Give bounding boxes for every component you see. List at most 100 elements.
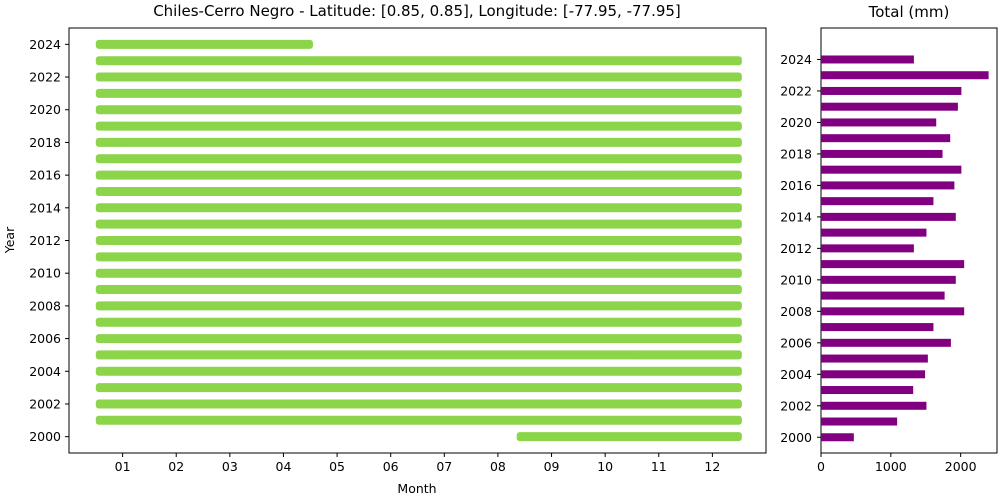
total-bar-2001 xyxy=(821,417,898,426)
timeline-x-tick-label: 03 xyxy=(222,459,238,474)
timeline-y-tick-label: 2022 xyxy=(29,70,61,85)
totals-bars xyxy=(821,55,989,442)
timeline-bar-2003 xyxy=(95,383,742,393)
total-bar-2008 xyxy=(821,307,965,316)
total-bar-2024 xyxy=(821,55,914,64)
totals-y-tick-label: 2016 xyxy=(780,178,812,193)
totals-y-tick-label: 2010 xyxy=(780,272,812,287)
timeline-bar-2022 xyxy=(95,72,742,82)
totals-x-tick-label: 2000 xyxy=(945,459,977,474)
timeline-x-tick-label: 12 xyxy=(704,459,720,474)
total-bar-2023 xyxy=(821,71,989,80)
timeline-bar-2012 xyxy=(95,236,742,245)
timeline-bar-2016 xyxy=(95,170,742,180)
timeline-y-tick-label: 2002 xyxy=(29,396,61,411)
totals-panel: 0 1000 2000 200020022004200620082010201220… xyxy=(780,3,998,474)
timeline-x-tick-label: 05 xyxy=(329,459,345,474)
total-bar-2004 xyxy=(821,370,926,379)
timeline-y-tick-label: 2004 xyxy=(29,364,61,379)
timeline-bar-2023 xyxy=(95,56,742,66)
timeline-y-tick-label: 2006 xyxy=(29,331,61,346)
totals-y-tick-label: 2024 xyxy=(780,52,812,67)
timeline-bar-2007 xyxy=(95,317,742,327)
timeline-bar-2013 xyxy=(95,219,742,229)
total-bar-2002 xyxy=(821,401,927,410)
timeline-x-tick-label: 02 xyxy=(168,459,184,474)
total-bar-2018 xyxy=(821,149,943,158)
timeline-bars xyxy=(95,39,742,442)
total-bar-2021 xyxy=(821,102,958,111)
totals-x-tick-label: 1000 xyxy=(875,459,907,474)
timeline-x-axis-label: Month xyxy=(397,481,436,496)
timeline-bar-2017 xyxy=(95,154,742,164)
total-bar-2000 xyxy=(821,433,854,442)
timeline-x-tick-label: 01 xyxy=(115,459,131,474)
timeline-bar-2001 xyxy=(95,415,742,425)
timeline-bar-2018 xyxy=(95,137,742,147)
timeline-y-tick-label: 2020 xyxy=(29,102,61,117)
timeline-bar-2020 xyxy=(95,105,742,115)
timeline-y-tick-label: 2008 xyxy=(29,298,61,313)
total-bar-2022 xyxy=(821,86,962,95)
timeline-bar-2019 xyxy=(95,121,742,131)
timeline-panel: 01 02 03 04 05 06 07 08 09 10 11 12 2000 2002 2004 200… xyxy=(2,2,767,496)
timeline-y-tick-label: 2014 xyxy=(29,200,61,215)
total-bar-2014 xyxy=(821,212,956,221)
totals-y-tick-label: 2012 xyxy=(780,241,812,256)
timeline-x-tick-label: 09 xyxy=(544,459,560,474)
timeline-y-tick-label: 2018 xyxy=(29,135,61,150)
total-bar-2003 xyxy=(821,386,914,395)
totals-y-tick-label: 2018 xyxy=(780,146,812,161)
total-bar-2006 xyxy=(821,338,951,347)
totals-y-tick-label: 2002 xyxy=(780,398,812,413)
timeline-bar-2008 xyxy=(95,301,742,311)
timeline-y-tick-label: 2012 xyxy=(29,233,61,248)
totals-title: Total (mm) xyxy=(868,3,950,21)
timeline-x-tick-label: 10 xyxy=(597,459,613,474)
total-bar-2005 xyxy=(821,354,928,363)
timeline-y-tick-label: 2000 xyxy=(29,429,61,444)
timeline-x-tick-label: 06 xyxy=(383,459,399,474)
timeline-bar-2021 xyxy=(95,88,742,98)
total-bar-2012 xyxy=(821,244,914,253)
totals-y-tick-label: 2014 xyxy=(780,209,812,224)
total-bar-2010 xyxy=(821,275,956,284)
timeline-x-tick-label: 08 xyxy=(490,459,506,474)
timeline-bar-2009 xyxy=(95,285,742,295)
timeline-bar-2015 xyxy=(95,186,742,196)
totals-plot-area xyxy=(820,27,998,454)
total-bar-2011 xyxy=(821,260,965,269)
timeline-x-tick-label: 04 xyxy=(276,459,292,474)
timeline-title: Chiles-Cerro Negro - Latitude: [0.85, 0.… xyxy=(153,2,681,20)
timeline-x-ticks: 01 02 03 04 05 06 07 08 09 10 11 12 xyxy=(115,453,720,474)
timeline-bar-2024 xyxy=(95,39,313,49)
total-bar-2007 xyxy=(821,323,934,332)
totals-y-tick-label: 2000 xyxy=(780,430,812,445)
totals-y-tick-label: 2020 xyxy=(780,115,812,130)
timeline-y-tick-label: 2016 xyxy=(29,168,61,183)
timeline-x-tick-label: 07 xyxy=(436,459,452,474)
timeline-bar-2004 xyxy=(95,366,742,376)
total-bar-2009 xyxy=(821,291,945,300)
totals-x-tick-label: 0 xyxy=(817,459,825,474)
timeline-bar-2014 xyxy=(95,203,742,213)
timeline-y-axis-label: Year xyxy=(2,226,17,254)
timeline-bar-2000 xyxy=(516,432,742,442)
total-bar-2016 xyxy=(821,181,955,190)
totals-y-tick-label: 2022 xyxy=(780,83,812,98)
timeline-y-ticks: 2000 2002 2004 2006 2008 2010 2012 2014 2016 2018… xyxy=(29,37,69,444)
totals-y-ticks: 2000 2002 2004 2006 2008 2010 2012 2014 2016 2018… xyxy=(780,52,821,445)
timeline-bar-2005 xyxy=(95,350,742,360)
timeline-bar-2002 xyxy=(95,399,742,409)
total-bar-2017 xyxy=(821,165,962,174)
timeline-bar-2011 xyxy=(95,252,742,262)
totals-y-tick-label: 2008 xyxy=(780,304,812,319)
totals-y-tick-label: 2006 xyxy=(780,335,812,350)
total-bar-2019 xyxy=(821,134,951,143)
totals-y-tick-label: 2004 xyxy=(780,367,812,382)
timeline-x-tick-label: 11 xyxy=(651,459,667,474)
total-bar-2015 xyxy=(821,197,934,206)
timeline-y-tick-label: 2024 xyxy=(29,37,61,52)
timeline-bar-2010 xyxy=(95,268,742,278)
